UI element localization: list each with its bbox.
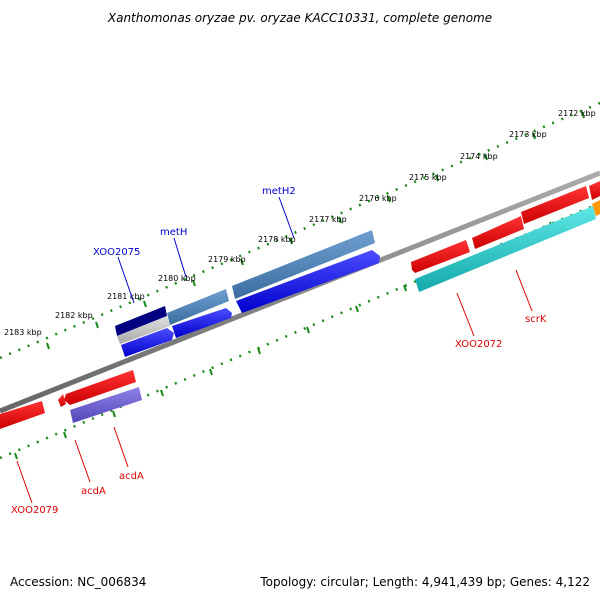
- label-XOO2072[interactable]: XOO2072: [455, 339, 502, 350]
- gene-small-red-tip[interactable]: [58, 394, 66, 407]
- accession-text: Accession: NC_006834: [10, 575, 146, 589]
- reverse-strand-genes: [0, 181, 600, 429]
- gene-metH2-feature[interactable]: [232, 230, 375, 299]
- gene-metH-feature[interactable]: [167, 289, 229, 325]
- gene-orange-feature[interactable]: [592, 200, 600, 216]
- topology-text: Topology: circular; Length: 4,941,439 bp…: [259, 575, 590, 589]
- label-scrK[interactable]: scrK: [525, 314, 547, 325]
- tick-label-2177: 2177 kbp: [309, 215, 347, 224]
- label-acdA-2[interactable]: acdA: [119, 471, 144, 482]
- label-acdA-1[interactable]: acdA: [81, 486, 106, 497]
- gene-XOO2072-arrow[interactable]: [411, 240, 470, 273]
- tick-label-2175: 2175 kbp: [409, 173, 447, 182]
- tick-label-2180: 2180 kbp: [158, 274, 196, 283]
- tick-label-2181: 2181 kbp: [107, 292, 145, 301]
- forward-strand-genes: [115, 230, 380, 357]
- gene-metH2-arrow[interactable]: [236, 250, 380, 313]
- tick-label-2173: 2173 kbp: [509, 130, 547, 139]
- gene-acdA-purple-feature[interactable]: [70, 387, 142, 423]
- gene-metH-arrow[interactable]: [172, 308, 232, 338]
- label-metH2[interactable]: metH2: [262, 186, 296, 197]
- tick-label-2178: 2178 kbp: [258, 235, 296, 244]
- tick-label-2179: 2179 kbp: [208, 255, 246, 264]
- label-leader-lines: [16, 196, 533, 504]
- label-metH[interactable]: metH: [160, 227, 187, 238]
- tick-label-2176: 2176 kbp: [359, 194, 397, 203]
- gene-right-edge-red[interactable]: [589, 181, 600, 200]
- genome-backbone: [0, 170, 600, 414]
- outer-major-ticks: [46, 111, 585, 350]
- gene-XOO2075-feature[interactable]: [115, 306, 167, 336]
- label-XOO2075[interactable]: XOO2075: [93, 247, 140, 258]
- gene-scrK-red-2[interactable]: [472, 216, 524, 249]
- gene-scrK-cyan-feature[interactable]: [415, 206, 596, 292]
- gene-labels: metH2 metH XOO2075 XOO2072 scrK acdA acd…: [11, 186, 547, 516]
- gene-XOO2079-arrow[interactable]: [0, 401, 45, 429]
- map-title: Xanthomonas oryzae pv. oryzae KACC10331,…: [107, 11, 492, 25]
- gene-scrK-red-1[interactable]: [521, 186, 589, 224]
- gene-XOO2075-grey: [117, 316, 170, 344]
- gene-XOO2075-arrow[interactable]: [121, 328, 174, 357]
- tick-label-2183: 2183 kbp: [4, 328, 42, 337]
- label-XOO2079[interactable]: XOO2079: [11, 505, 58, 516]
- tick-label-2172: 2172 kbp: [558, 109, 596, 118]
- gene-acdA-arrow[interactable]: [64, 370, 136, 405]
- scale-tick-labels: 2172 kbp 2173 kbp 2174 kbp 2175 kbp 2176…: [4, 109, 596, 337]
- tick-label-2182: 2182 kbp: [55, 311, 93, 320]
- tick-label-2174: 2174 kbp: [460, 152, 498, 161]
